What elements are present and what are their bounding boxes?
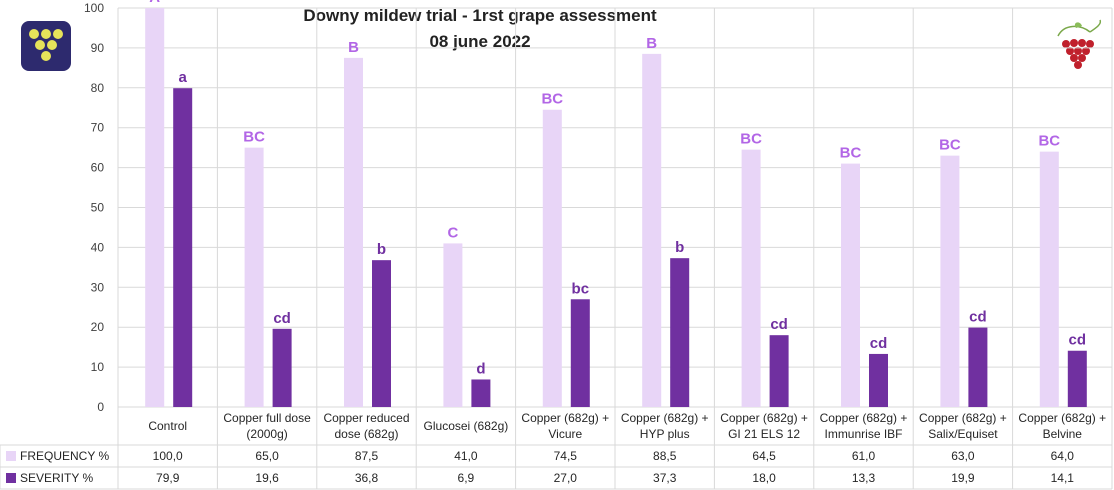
bar-severity: [769, 335, 789, 407]
table-value: 18,0: [752, 471, 776, 485]
bar-frequency: [542, 109, 562, 408]
significance-letter: a: [179, 69, 188, 86]
table-value: 64,0: [1051, 449, 1075, 463]
category-label: Copper (682g) +: [919, 411, 1007, 425]
table-value: 100,0: [153, 449, 183, 463]
bar-severity: [272, 328, 292, 407]
significance-letter: cd: [770, 316, 788, 333]
significance-letter: BC: [740, 131, 762, 148]
bar-severity: [670, 258, 690, 407]
legend-label: FREQUENCY %: [20, 449, 109, 463]
table-value: 36,8: [355, 471, 379, 485]
bar-frequency: [443, 243, 463, 407]
significance-letter: d: [476, 360, 485, 377]
significance-letter: bc: [572, 280, 590, 297]
table-value: 37,3: [653, 471, 677, 485]
table-value: 87,5: [355, 449, 379, 463]
grape-icon: [1050, 18, 1106, 81]
bar-frequency: [244, 147, 264, 407]
significance-letter: BC: [1038, 133, 1060, 150]
y-tick-label: 50: [91, 201, 105, 215]
bar-frequency: [841, 163, 860, 407]
bar-frequency: [1039, 151, 1059, 407]
significance-letter: BC: [840, 145, 862, 162]
significance-letter: BC: [243, 129, 265, 146]
category-label: Immunrise IBF: [824, 427, 902, 441]
y-tick-label: 90: [91, 41, 105, 55]
category-label: GI 21 ELS 12: [728, 427, 800, 441]
category-label: Copper (682g) +: [820, 411, 908, 425]
significance-letter: b: [675, 239, 684, 256]
y-tick-label: 80: [91, 81, 105, 95]
category-label: Copper (682g) +: [720, 411, 808, 425]
bar-frequency: [741, 149, 761, 407]
bar-severity: [968, 327, 988, 407]
y-tick-label: 70: [91, 121, 105, 135]
y-tick-label: 100: [84, 1, 104, 15]
table-value: 14,1: [1051, 471, 1075, 485]
category-label: (2000g): [246, 427, 287, 441]
bar-frequency: [642, 53, 662, 407]
significance-letter: cd: [1069, 332, 1087, 349]
table-value: 64,5: [752, 449, 776, 463]
bar-severity: [1067, 350, 1087, 407]
bar-severity: [471, 379, 491, 407]
table-value: 13,3: [852, 471, 876, 485]
category-label: HYP plus: [640, 427, 690, 441]
y-tick-label: 60: [91, 161, 105, 175]
category-label: Copper (682g) +: [521, 411, 609, 425]
significance-letter: cd: [870, 335, 888, 352]
bar-severity: [372, 260, 391, 407]
chart-title: Downy mildew trial - 1rst grape assessme…: [303, 6, 657, 25]
category-label: Copper reduced: [323, 411, 409, 425]
y-tick-label: 30: [91, 280, 105, 294]
table-value: 19,6: [255, 471, 279, 485]
significance-letter: A: [149, 0, 160, 6]
y-tick-label: 40: [91, 240, 105, 254]
bar-severity: [173, 88, 193, 407]
significance-letter: b: [377, 241, 386, 258]
legend-swatch: [6, 473, 16, 483]
significance-letter: BC: [939, 137, 961, 154]
bar-severity: [869, 353, 888, 407]
y-tick-label: 10: [91, 360, 105, 374]
category-label: dose (682g): [334, 427, 398, 441]
table-value: 19,9: [951, 471, 975, 485]
category-label: Glucosei (682g): [424, 419, 509, 433]
bar-frequency: [344, 57, 363, 407]
y-tick-label: 0: [97, 400, 104, 414]
significance-letter: cd: [273, 310, 291, 327]
legend-swatch: [6, 451, 16, 461]
table-value: 41,0: [454, 449, 478, 463]
bar-severity: [570, 299, 590, 407]
category-label: Control: [148, 419, 187, 433]
category-label: Belvine: [1043, 427, 1083, 441]
logo: [21, 21, 71, 71]
table-value: 88,5: [653, 449, 677, 463]
table-value: 63,0: [951, 449, 975, 463]
significance-letter: B: [348, 39, 359, 56]
significance-letter: cd: [969, 309, 987, 326]
table-value: 74,5: [554, 449, 578, 463]
bar-frequency: [940, 155, 960, 407]
table-value: 27,0: [554, 471, 578, 485]
table-value: 6,9: [458, 471, 475, 485]
significance-letter: C: [447, 224, 458, 241]
category-label: Vicure: [548, 427, 582, 441]
table-value: 65,0: [255, 449, 279, 463]
significance-letter: BC: [541, 91, 563, 108]
category-label: Salix/Equiset: [928, 427, 998, 441]
category-label: Copper (682g) +: [1018, 411, 1106, 425]
table-value: 61,0: [852, 449, 876, 463]
table-value: 79,9: [156, 471, 180, 485]
legend-label: SEVERITY %: [20, 471, 93, 485]
category-label: Copper (682g) +: [621, 411, 709, 425]
bar-frequency: [145, 8, 165, 407]
y-tick-label: 20: [91, 320, 105, 334]
category-label: Copper full dose: [223, 411, 311, 425]
chart-subtitle: 08 june 2022: [429, 32, 531, 51]
significance-letter: B: [646, 35, 657, 52]
